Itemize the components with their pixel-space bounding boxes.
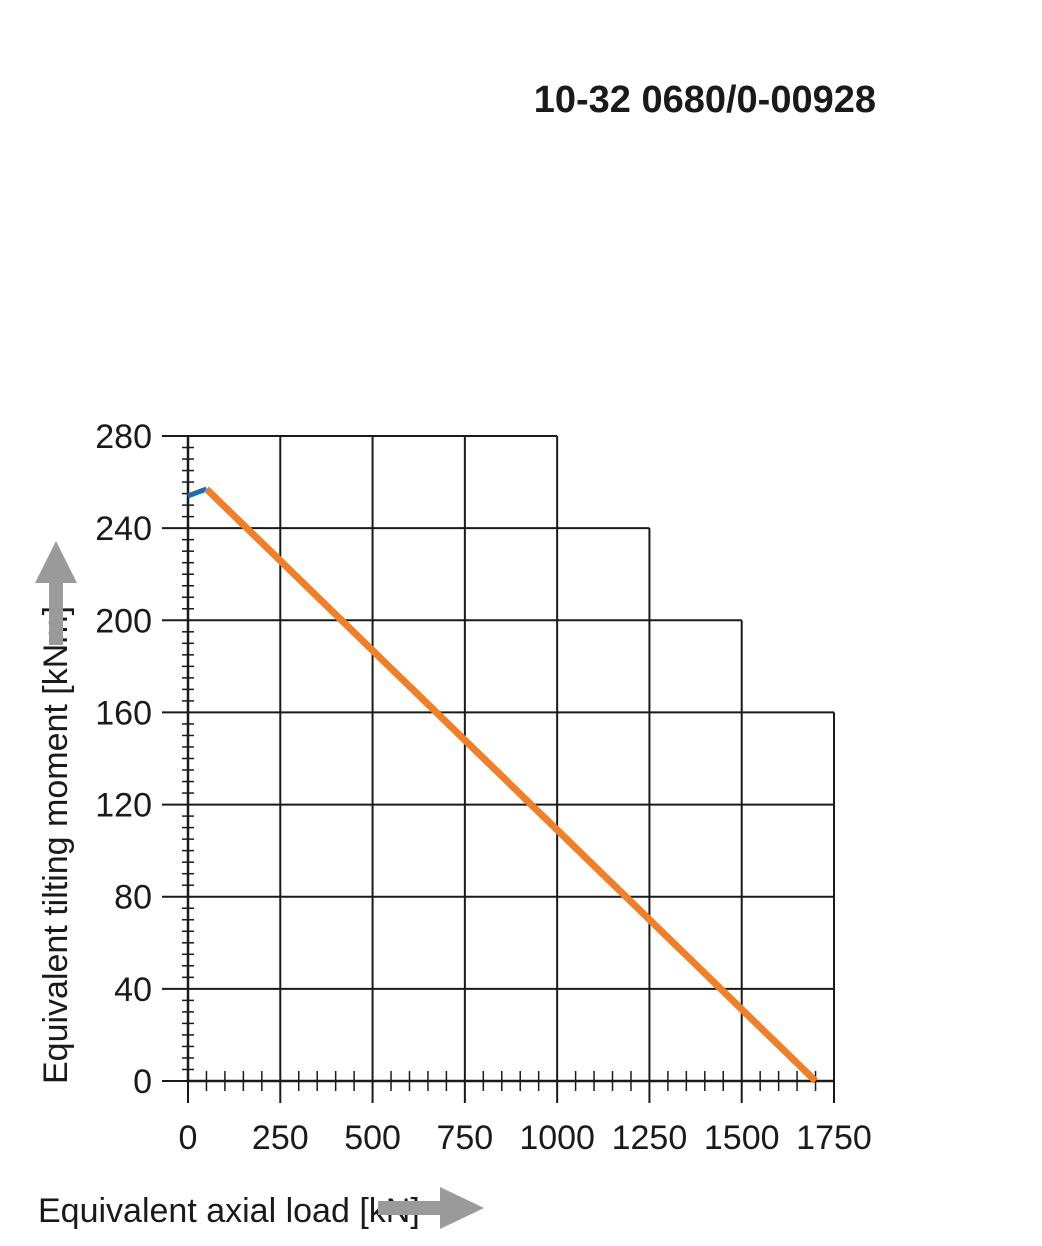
x-axis-arrow-icon xyxy=(378,1187,484,1229)
x-tick-label: 1250 xyxy=(612,1119,688,1157)
x-tick-label: 1500 xyxy=(704,1119,780,1157)
y-tick-label: 160 xyxy=(95,694,152,732)
series-line-2 xyxy=(204,486,818,1084)
x-tick-label: 1000 xyxy=(519,1119,595,1157)
x-tick-label: 1750 xyxy=(796,1119,872,1157)
y-tick-label: 80 xyxy=(114,879,152,917)
y-tick-label: 120 xyxy=(95,787,152,825)
x-axis-label: Equivalent axial load [kN] xyxy=(38,1192,420,1230)
y-tick-label: 280 xyxy=(95,418,152,456)
chart-title: 10-32 0680/0-00928 xyxy=(534,79,876,121)
series-line-1 xyxy=(187,486,208,499)
y-axis-label: Equivalent tilting moment [kNm] xyxy=(37,606,75,1084)
y-tick-label: 40 xyxy=(114,971,152,1009)
grid xyxy=(188,435,835,1081)
series xyxy=(187,486,818,1084)
y-tick-label: 0 xyxy=(133,1063,152,1101)
y-axis-arrow-icon xyxy=(35,541,77,645)
x-tick-label: 250 xyxy=(252,1119,309,1157)
x-tick-label: 0 xyxy=(179,1119,198,1157)
axes xyxy=(186,436,834,1083)
y-tick-label: 200 xyxy=(95,602,152,640)
tick-labels: 0 40 80 120 160 200 240 280 0 250 500 750 1000 1250 15… xyxy=(95,418,872,1157)
x-tick-label: 500 xyxy=(344,1119,401,1157)
y-tick-label: 240 xyxy=(95,510,152,548)
x-tick-label: 750 xyxy=(436,1119,493,1157)
